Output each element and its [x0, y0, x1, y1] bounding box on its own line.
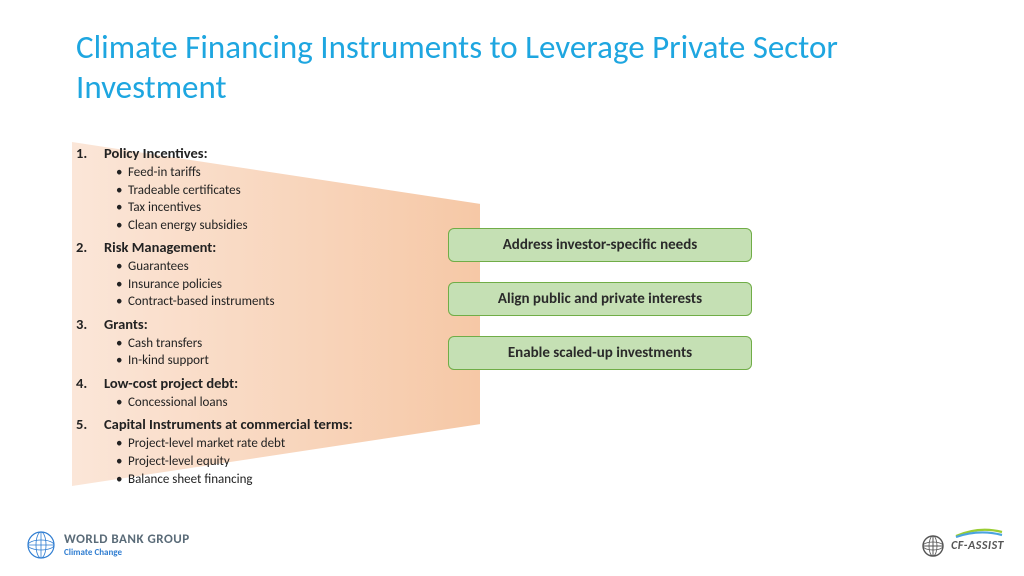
- bullet-item: Guarantees: [116, 258, 496, 276]
- list-item: 3.Grants: Cash transfersIn-kind support: [76, 315, 496, 370]
- list-heading: Risk Management:: [104, 238, 496, 256]
- list-item: 5.Capital Instruments at commercial term…: [76, 415, 496, 488]
- bullet-item: Balance sheet financing: [116, 471, 496, 489]
- list-number: 5.: [76, 415, 104, 488]
- world-bank-sublabel: Climate Change: [64, 548, 190, 557]
- bullet-list: Concessional loans: [104, 394, 496, 412]
- list-heading: Grants:: [104, 315, 496, 333]
- callout-group: Address investor-specific needs Align pub…: [448, 228, 752, 390]
- bullet-item: Feed-in tariffs: [116, 164, 496, 182]
- bullet-list: Cash transfersIn-kind support: [104, 335, 496, 370]
- bullet-item: Concessional loans: [116, 394, 496, 412]
- list-heading: Low-cost project debt:: [104, 374, 496, 392]
- bullet-item: Tax incentives: [116, 199, 496, 217]
- bullet-item: Clean energy subsidies: [116, 217, 496, 235]
- bullet-item: Contract-based instruments: [116, 293, 496, 311]
- instrument-list: 1.Policy Incentives: Feed-in tariffsTrade…: [76, 144, 496, 492]
- bullet-item: Tradeable certificates: [116, 182, 496, 200]
- bullet-item: Project-level market rate debt: [116, 435, 496, 453]
- footer-right-logo: CF-ASSIST: [921, 534, 1004, 558]
- list-number: 2.: [76, 238, 104, 311]
- bullet-item: Project-level equity: [116, 453, 496, 471]
- callout-box: Align public and private interests: [448, 282, 752, 316]
- list-number: 1.: [76, 144, 104, 234]
- list-item: 2.Risk Management: GuaranteesInsurance po…: [76, 238, 496, 311]
- cf-assist-swoosh-icon: [954, 528, 1004, 538]
- list-item: 1.Policy Incentives: Feed-in tariffsTrade…: [76, 144, 496, 234]
- list-item: 4.Low-cost project debt: Concessional loa…: [76, 374, 496, 412]
- callout-box: Address investor-specific needs: [448, 228, 752, 262]
- bullet-list: GuaranteesInsurance policiesContract-bas…: [104, 258, 496, 311]
- cf-assist-label: CF-ASSIST: [951, 539, 1004, 553]
- callout-box: Enable scaled-up investments: [448, 336, 752, 370]
- world-bank-globe-icon: [26, 530, 56, 560]
- bullet-list: Project-level market rate debtProject-le…: [104, 435, 496, 488]
- cf-assist-globe-icon: [921, 534, 947, 558]
- bullet-list: Feed-in tariffsTradeable certificatesTax…: [104, 164, 496, 234]
- list-number: 3.: [76, 315, 104, 370]
- bullet-item: Cash transfers: [116, 335, 496, 353]
- bullet-item: Insurance policies: [116, 276, 496, 294]
- list-number: 4.: [76, 374, 104, 412]
- bullet-item: In-kind support: [116, 352, 496, 370]
- footer-left-logo: WORLD BANK GROUP Climate Change: [26, 530, 190, 560]
- list-heading: Capital Instruments at commercial terms:: [104, 415, 496, 433]
- world-bank-label: WORLD BANK GROUP: [64, 533, 190, 546]
- slide-title: Climate Financing Instruments to Leverag…: [76, 28, 896, 107]
- list-heading: Policy Incentives:: [104, 144, 496, 162]
